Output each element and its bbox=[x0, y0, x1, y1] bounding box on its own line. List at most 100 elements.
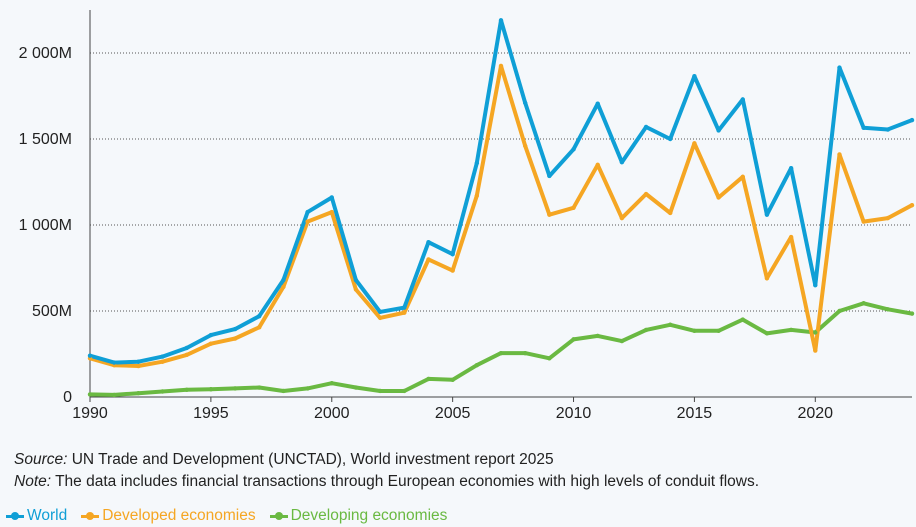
data-point bbox=[498, 63, 504, 69]
source-text: UN Trade and Development (UNCTAD), World… bbox=[67, 451, 554, 468]
data-point bbox=[571, 205, 576, 210]
x-tick-label: 1990 bbox=[72, 405, 108, 422]
y-tick-label: 1 000M bbox=[19, 217, 72, 234]
data-point bbox=[692, 141, 697, 146]
data-point bbox=[595, 101, 600, 106]
data-point bbox=[547, 173, 552, 179]
legend: World Developed economies Developing eco… bbox=[6, 507, 447, 525]
data-point bbox=[547, 212, 552, 217]
data-point bbox=[909, 311, 915, 316]
data-point bbox=[111, 392, 117, 398]
data-point bbox=[281, 388, 286, 394]
data-point bbox=[571, 147, 576, 152]
legend-swatch-world bbox=[6, 511, 24, 521]
data-point bbox=[643, 124, 649, 130]
data-point bbox=[643, 191, 649, 197]
data-point bbox=[184, 387, 189, 392]
data-point bbox=[498, 350, 504, 356]
line-chart: 0 500M 1 000M 1 500M 2 000M 1990 1995 2000 2005… bbox=[19, 10, 915, 422]
legend-item-developing[interactable]: Developing economies bbox=[269, 507, 447, 525]
data-point bbox=[402, 388, 407, 394]
data-point bbox=[426, 240, 431, 245]
data-point bbox=[450, 252, 455, 257]
data-point bbox=[885, 307, 891, 312]
y-tick-label: 1 500M bbox=[19, 131, 72, 148]
data-point bbox=[160, 359, 165, 364]
data-point bbox=[474, 160, 480, 166]
data-point bbox=[232, 326, 238, 332]
data-point bbox=[426, 376, 431, 382]
x-tick-label: 2020 bbox=[797, 405, 833, 422]
note-text: The data includes financial transactions… bbox=[51, 473, 760, 490]
data-point bbox=[208, 332, 214, 338]
data-point bbox=[402, 310, 407, 315]
data-point bbox=[595, 333, 600, 339]
data-point bbox=[837, 65, 842, 70]
data-point bbox=[160, 389, 165, 394]
data-point bbox=[764, 276, 770, 281]
data-point bbox=[885, 215, 891, 221]
data-point bbox=[111, 360, 117, 365]
data-point bbox=[87, 392, 93, 397]
data-point bbox=[813, 283, 818, 288]
x-tick-label: 1995 bbox=[193, 405, 229, 422]
data-point bbox=[329, 195, 334, 200]
data-point bbox=[764, 212, 770, 217]
data-point bbox=[692, 74, 697, 79]
legend-item-world[interactable]: World bbox=[6, 507, 67, 525]
data-point bbox=[498, 18, 504, 23]
x-tick-label: 2005 bbox=[435, 405, 471, 422]
data-point bbox=[668, 210, 673, 216]
data-point bbox=[909, 117, 915, 123]
data-point bbox=[595, 162, 600, 167]
legend-item-developed[interactable]: Developed economies bbox=[81, 507, 256, 525]
y-tick-label: 2 000M bbox=[19, 45, 72, 62]
y-axis: 0 500M 1 000M 1 500M 2 000M bbox=[19, 10, 91, 406]
data-point bbox=[619, 215, 625, 221]
data-point bbox=[716, 328, 721, 333]
data-point bbox=[813, 348, 818, 353]
data-point bbox=[426, 257, 431, 262]
data-point bbox=[353, 385, 359, 390]
data-point bbox=[522, 350, 528, 356]
data-point bbox=[619, 160, 625, 165]
data-point bbox=[353, 287, 359, 292]
data-point bbox=[232, 336, 238, 341]
source-line: Source: UN Trade and Development (UNCTAD… bbox=[14, 449, 759, 471]
chart-notes: Source: UN Trade and Development (UNCTAD… bbox=[14, 449, 759, 493]
data-point bbox=[208, 341, 214, 346]
y-tick-label: 500M bbox=[32, 303, 72, 320]
data-point bbox=[740, 97, 745, 102]
data-point bbox=[281, 284, 286, 290]
data-point bbox=[619, 338, 625, 344]
data-point bbox=[450, 268, 455, 273]
data-point bbox=[740, 317, 745, 322]
data-point bbox=[305, 219, 310, 224]
data-point bbox=[788, 327, 794, 333]
data-point bbox=[668, 136, 673, 142]
data-point bbox=[87, 353, 93, 358]
data-point bbox=[861, 219, 866, 224]
data-point bbox=[788, 234, 794, 240]
data-point bbox=[571, 337, 576, 342]
x-axis: 1990 1995 2000 2005 2010 2015 2020 bbox=[72, 396, 912, 422]
data-point bbox=[329, 209, 334, 215]
data-point bbox=[377, 309, 383, 315]
data-point bbox=[522, 100, 528, 106]
data-point bbox=[184, 352, 189, 358]
data-point bbox=[522, 143, 528, 149]
data-point bbox=[643, 327, 649, 333]
data-point bbox=[861, 301, 866, 306]
data-point bbox=[136, 359, 141, 364]
data-point bbox=[281, 277, 286, 283]
legend-label-developed: Developed economies bbox=[102, 507, 256, 524]
data-point bbox=[208, 387, 214, 392]
data-point bbox=[837, 152, 842, 157]
data-point bbox=[377, 315, 383, 321]
data-point bbox=[909, 203, 915, 208]
data-point bbox=[474, 193, 480, 198]
data-point bbox=[329, 381, 334, 386]
legend-label-world: World bbox=[27, 507, 68, 524]
series-points bbox=[87, 18, 915, 398]
data-point bbox=[837, 308, 842, 314]
